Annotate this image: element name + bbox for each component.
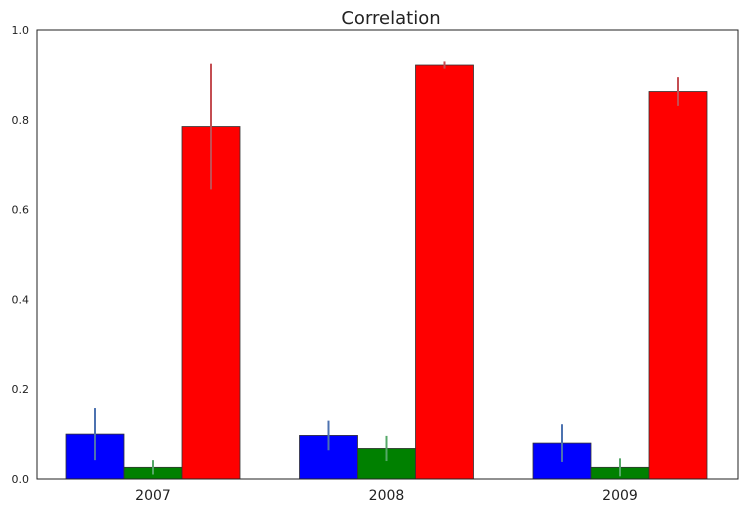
y-tick-labels: 0.0 0.2 0.4 0.6 0.8 1.0 — [12, 24, 30, 486]
error-bars-layer — [94, 61, 679, 477]
y-tick-label: 0.6 — [12, 204, 30, 217]
x-tick-labels: 2007 2008 2009 — [135, 488, 638, 504]
bar-s2-2009 — [648, 91, 708, 480]
bars-layer — [65, 64, 708, 480]
y-tick-label: 0.8 — [12, 114, 30, 127]
y-tick-label: 1.0 — [12, 24, 30, 37]
x-tick-label-2007: 2007 — [135, 488, 171, 504]
x-tick-label-2008: 2008 — [369, 488, 405, 504]
x-tick-label-2009: 2009 — [602, 488, 638, 504]
y-tick-label: 0.2 — [12, 383, 30, 396]
y-tick-label: 0.4 — [12, 293, 30, 306]
chart-title: Correlation — [341, 8, 440, 29]
y-tick-label: 0.0 — [12, 473, 30, 486]
bar-s2-2008 — [415, 64, 474, 480]
plot-frame — [36, 29, 739, 480]
